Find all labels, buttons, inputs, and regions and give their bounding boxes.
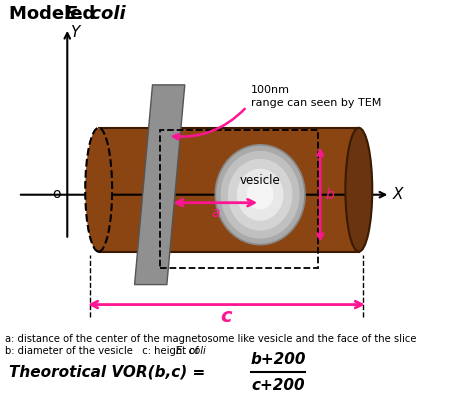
Text: Modeled: Modeled — [9, 5, 101, 23]
Text: Y: Y — [70, 25, 79, 40]
Ellipse shape — [228, 159, 292, 231]
Text: c+200: c+200 — [251, 378, 305, 393]
Text: Theorotical VOR(b,c) =: Theorotical VOR(b,c) = — [9, 365, 210, 380]
Text: o: o — [53, 187, 61, 201]
Text: E. coli: E. coli — [176, 346, 206, 356]
Ellipse shape — [246, 180, 273, 210]
Ellipse shape — [215, 145, 305, 245]
Text: 100nm: 100nm — [251, 85, 290, 95]
Ellipse shape — [237, 169, 283, 221]
Text: b+200: b+200 — [250, 352, 306, 367]
Text: vesicle: vesicle — [240, 174, 281, 187]
Text: b: diameter of the vesicle   c: height of: b: diameter of the vesicle c: height of — [5, 346, 202, 356]
Polygon shape — [135, 85, 185, 284]
Text: range can seen by TEM: range can seen by TEM — [251, 98, 382, 108]
Text: X: X — [393, 187, 403, 202]
Text: a: distance of the center of the magnetosome like vesicle and the face of the sl: a: distance of the center of the magneto… — [5, 333, 417, 344]
Text: c: c — [221, 307, 232, 325]
Text: b: b — [326, 188, 334, 202]
Ellipse shape — [85, 128, 112, 252]
Ellipse shape — [346, 128, 372, 252]
Ellipse shape — [221, 151, 300, 239]
Text: a: a — [211, 206, 219, 220]
Bar — [160, 130, 319, 268]
Text: E. coli: E. coli — [65, 5, 126, 23]
Bar — [99, 128, 359, 252]
